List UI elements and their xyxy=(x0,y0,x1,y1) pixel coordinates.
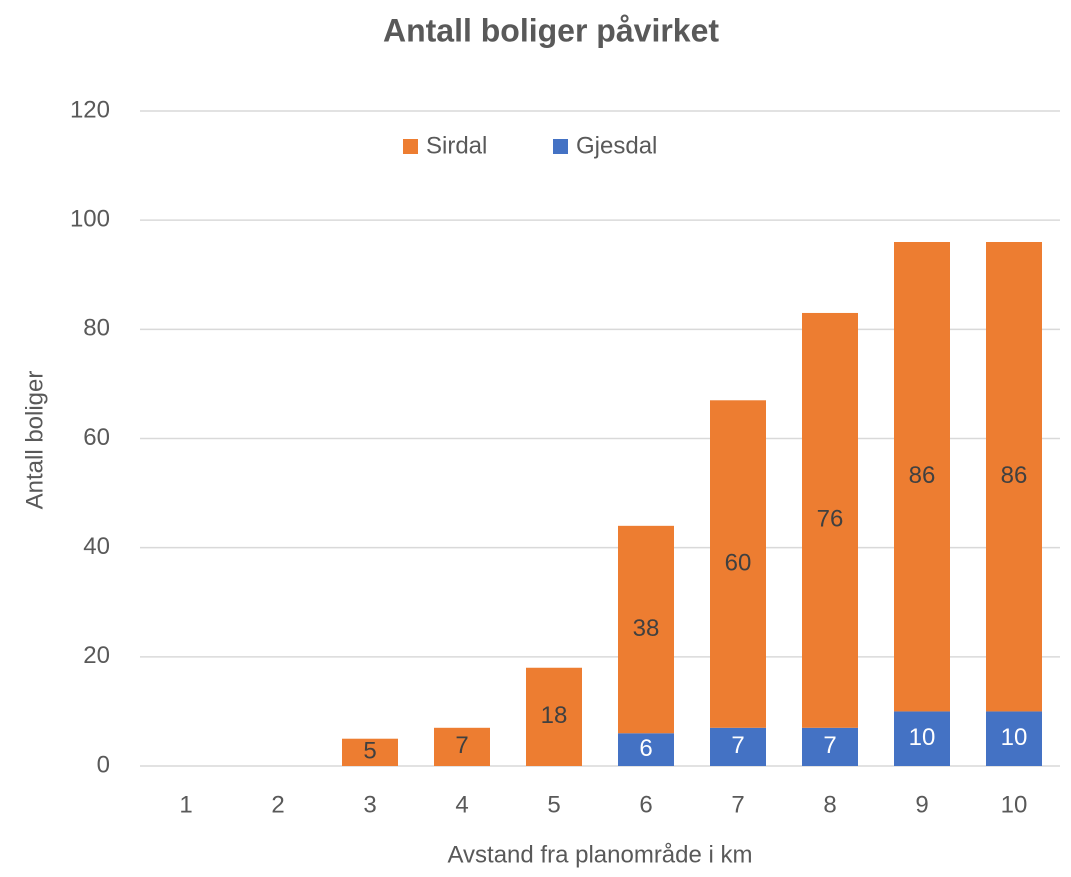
data-label: 5 xyxy=(363,738,376,765)
data-label: 76 xyxy=(817,506,844,533)
x-tick-label: 1 xyxy=(179,791,192,818)
y-tick-label: 120 xyxy=(70,96,110,123)
legend-swatch xyxy=(553,139,568,154)
x-tick-label: 3 xyxy=(363,791,376,818)
data-label: 86 xyxy=(1001,462,1028,489)
data-label: 10 xyxy=(909,724,936,751)
bar-segment xyxy=(894,711,950,766)
bar-segment xyxy=(618,525,674,734)
bar-segment xyxy=(434,727,490,766)
bar-segment xyxy=(710,400,766,728)
x-tick-label: 7 xyxy=(731,791,744,818)
data-label: 60 xyxy=(725,549,752,576)
y-tick-label: 60 xyxy=(83,424,110,451)
y-axis-title: Antall boliger xyxy=(21,371,48,510)
bar-segment xyxy=(986,711,1042,766)
legend-label: Sirdal xyxy=(426,132,487,159)
data-label: 10 xyxy=(1001,724,1028,751)
chart-title: Antall boliger påvirket xyxy=(383,12,719,48)
x-tick-label: 2 xyxy=(271,791,284,818)
x-tick-label: 5 xyxy=(547,791,560,818)
y-tick-label: 0 xyxy=(97,751,110,778)
data-label: 86 xyxy=(909,462,936,489)
y-tick-label: 40 xyxy=(83,533,110,560)
bar-segment xyxy=(986,242,1042,712)
legend-label: Gjesdal xyxy=(576,132,657,159)
bar-segment xyxy=(342,738,398,766)
x-axis-title: Avstand fra planområde i km xyxy=(447,841,752,868)
x-tick-label: 9 xyxy=(915,791,928,818)
x-tick-label: 4 xyxy=(455,791,468,818)
y-tick-label: 20 xyxy=(83,642,110,669)
data-label: 18 xyxy=(541,702,568,729)
bar-segment xyxy=(618,733,674,766)
data-label: 7 xyxy=(823,732,836,759)
data-label: 38 xyxy=(633,615,660,642)
data-label: 7 xyxy=(455,732,468,759)
y-tick-label: 100 xyxy=(70,206,110,233)
y-tick-label: 80 xyxy=(83,315,110,342)
bar-segment xyxy=(710,727,766,766)
x-tick-label: 10 xyxy=(1001,791,1028,818)
legend-swatch xyxy=(403,139,418,154)
data-label: 7 xyxy=(731,732,744,759)
x-tick-label: 6 xyxy=(639,791,652,818)
data-label: 6 xyxy=(639,735,652,762)
x-tick-label: 8 xyxy=(823,791,836,818)
bar-segment xyxy=(526,667,582,766)
bar-segment xyxy=(802,312,858,728)
bar-segment xyxy=(894,242,950,712)
bar-segment xyxy=(802,727,858,766)
